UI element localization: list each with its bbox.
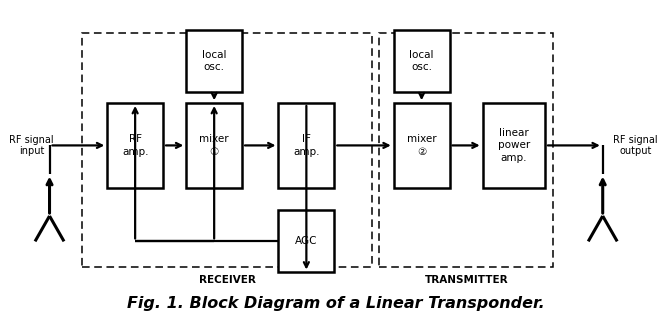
Text: RF
amp.: RF amp. xyxy=(122,134,149,157)
Bar xyxy=(394,30,450,92)
Text: RF signal
output: RF signal output xyxy=(614,134,658,156)
Text: linear
power
amp.: linear power amp. xyxy=(498,128,530,163)
Bar xyxy=(186,30,242,92)
Bar xyxy=(83,33,372,267)
Text: Fig. 1. Block Diagram of a Linear Transponder.: Fig. 1. Block Diagram of a Linear Transp… xyxy=(127,296,545,311)
Bar xyxy=(394,103,450,188)
Text: RF signal
input: RF signal input xyxy=(9,134,54,156)
Text: mixer
②: mixer ② xyxy=(407,134,436,157)
Text: local
osc.: local osc. xyxy=(409,49,434,72)
Bar xyxy=(278,210,335,272)
Text: mixer
①: mixer ① xyxy=(200,134,229,157)
Text: TRANSMITTER: TRANSMITTER xyxy=(425,275,508,285)
Text: IF
amp.: IF amp. xyxy=(293,134,320,157)
Bar xyxy=(379,33,553,267)
Bar xyxy=(278,103,335,188)
Text: local
osc.: local osc. xyxy=(202,49,226,72)
Text: AGC: AGC xyxy=(295,236,318,246)
Text: RECEIVER: RECEIVER xyxy=(199,275,256,285)
Bar xyxy=(107,103,163,188)
Bar xyxy=(482,103,545,188)
Bar xyxy=(186,103,242,188)
